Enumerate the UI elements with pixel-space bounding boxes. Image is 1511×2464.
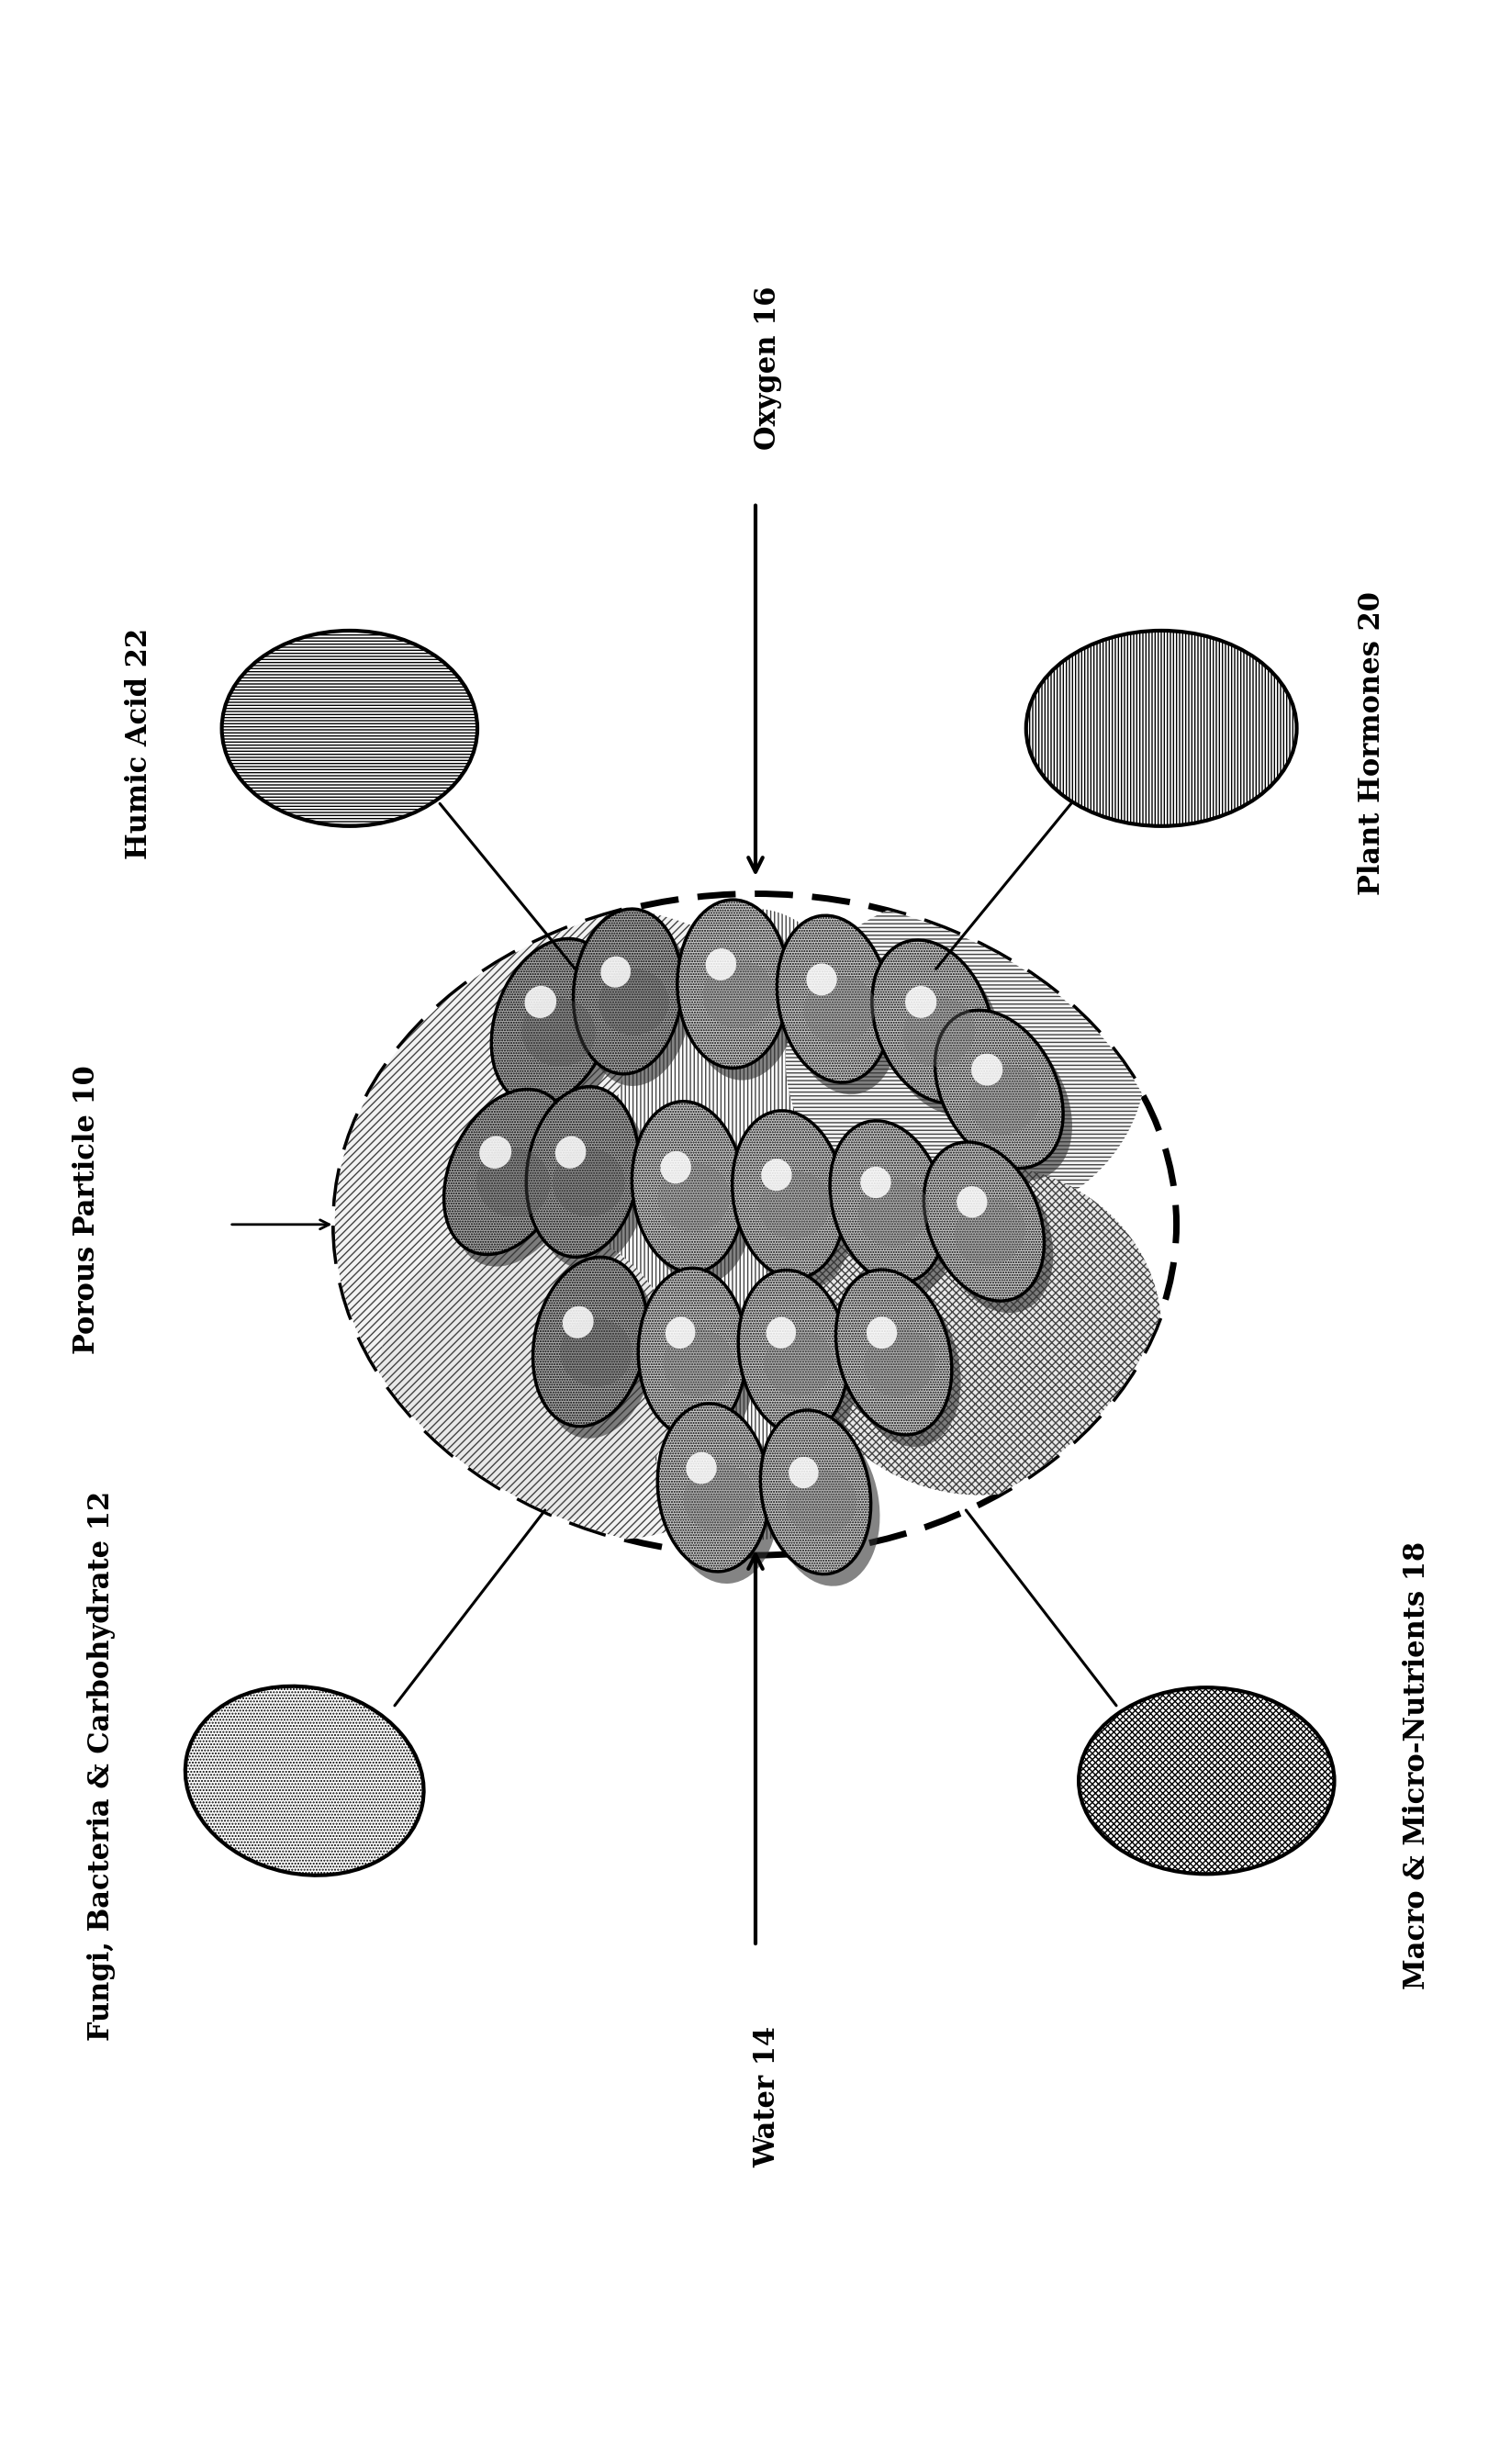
Ellipse shape bbox=[839, 1133, 955, 1296]
Ellipse shape bbox=[769, 1422, 879, 1587]
Ellipse shape bbox=[733, 1111, 845, 1279]
Ellipse shape bbox=[526, 1087, 639, 1257]
Ellipse shape bbox=[807, 963, 837, 995]
Ellipse shape bbox=[533, 1257, 647, 1427]
Ellipse shape bbox=[881, 951, 1003, 1116]
Ellipse shape bbox=[606, 909, 905, 1540]
Text: Oxygen 16: Oxygen 16 bbox=[754, 286, 781, 448]
Ellipse shape bbox=[582, 922, 691, 1087]
Text: Fungi, Bacteria & Carbohydrate 12: Fungi, Bacteria & Carbohydrate 12 bbox=[88, 1491, 116, 2040]
Ellipse shape bbox=[804, 976, 875, 1042]
Ellipse shape bbox=[944, 1023, 1073, 1180]
Ellipse shape bbox=[935, 1010, 1064, 1168]
Ellipse shape bbox=[334, 909, 876, 1540]
Text: Macro & Micro-Nutrients 18: Macro & Micro-Nutrients 18 bbox=[1402, 1542, 1431, 1991]
Ellipse shape bbox=[932, 1153, 1053, 1313]
Ellipse shape bbox=[453, 1101, 580, 1266]
Ellipse shape bbox=[663, 1328, 733, 1397]
Ellipse shape bbox=[905, 986, 937, 1018]
Ellipse shape bbox=[836, 1269, 952, 1434]
Ellipse shape bbox=[1026, 631, 1296, 825]
Ellipse shape bbox=[601, 956, 630, 988]
Ellipse shape bbox=[786, 894, 1147, 1225]
Ellipse shape bbox=[845, 1281, 961, 1446]
Ellipse shape bbox=[686, 912, 798, 1079]
Text: Porous Particle 10: Porous Particle 10 bbox=[73, 1064, 101, 1353]
Ellipse shape bbox=[706, 949, 736, 981]
Ellipse shape bbox=[955, 1198, 1026, 1266]
Ellipse shape bbox=[521, 998, 595, 1067]
Ellipse shape bbox=[476, 1148, 550, 1217]
Ellipse shape bbox=[444, 1089, 571, 1254]
Ellipse shape bbox=[186, 1685, 423, 1875]
Ellipse shape bbox=[759, 1170, 831, 1239]
Ellipse shape bbox=[801, 1165, 1162, 1496]
Ellipse shape bbox=[786, 926, 899, 1094]
Ellipse shape bbox=[677, 899, 789, 1067]
Ellipse shape bbox=[1079, 1688, 1334, 1875]
Ellipse shape bbox=[561, 1318, 632, 1387]
Ellipse shape bbox=[379, 1225, 680, 1525]
Ellipse shape bbox=[632, 1101, 743, 1271]
Ellipse shape bbox=[647, 1281, 756, 1449]
Ellipse shape bbox=[542, 1269, 656, 1439]
Ellipse shape bbox=[660, 1151, 691, 1183]
Text: Plant Hormones 20: Plant Hormones 20 bbox=[1358, 591, 1386, 894]
Ellipse shape bbox=[657, 1404, 769, 1572]
Ellipse shape bbox=[762, 1158, 792, 1190]
Ellipse shape bbox=[491, 939, 613, 1104]
Ellipse shape bbox=[872, 941, 994, 1104]
Ellipse shape bbox=[686, 1451, 716, 1483]
Ellipse shape bbox=[787, 1469, 857, 1535]
Ellipse shape bbox=[860, 1165, 891, 1198]
Ellipse shape bbox=[760, 1409, 870, 1574]
Ellipse shape bbox=[665, 1316, 695, 1348]
Ellipse shape bbox=[830, 1121, 946, 1284]
Ellipse shape bbox=[902, 998, 975, 1067]
Ellipse shape bbox=[969, 1064, 1041, 1136]
Ellipse shape bbox=[972, 1055, 1003, 1087]
Ellipse shape bbox=[923, 1141, 1044, 1301]
Ellipse shape bbox=[598, 968, 669, 1035]
Ellipse shape bbox=[535, 1099, 648, 1269]
Ellipse shape bbox=[222, 631, 477, 825]
Ellipse shape bbox=[573, 909, 681, 1074]
Ellipse shape bbox=[765, 1331, 834, 1397]
Ellipse shape bbox=[864, 1328, 935, 1397]
Ellipse shape bbox=[657, 1163, 730, 1232]
Ellipse shape bbox=[666, 1417, 778, 1584]
Ellipse shape bbox=[500, 951, 623, 1116]
Ellipse shape bbox=[742, 1124, 854, 1291]
Ellipse shape bbox=[739, 1269, 848, 1434]
Ellipse shape bbox=[562, 1306, 594, 1338]
Ellipse shape bbox=[524, 986, 556, 1018]
Ellipse shape bbox=[866, 1316, 898, 1348]
Ellipse shape bbox=[766, 1318, 796, 1348]
Ellipse shape bbox=[555, 1136, 586, 1168]
Text: Water 14: Water 14 bbox=[754, 2025, 781, 2168]
Ellipse shape bbox=[858, 1178, 929, 1247]
Ellipse shape bbox=[553, 1148, 624, 1217]
Ellipse shape bbox=[777, 917, 890, 1082]
Text: Humic Acid 22: Humic Acid 22 bbox=[125, 628, 153, 860]
Ellipse shape bbox=[748, 1281, 857, 1446]
Ellipse shape bbox=[641, 1114, 752, 1284]
Ellipse shape bbox=[956, 1185, 987, 1217]
Ellipse shape bbox=[703, 961, 775, 1027]
Ellipse shape bbox=[479, 1136, 512, 1168]
Ellipse shape bbox=[638, 1269, 746, 1437]
Ellipse shape bbox=[789, 1456, 819, 1488]
Ellipse shape bbox=[334, 894, 1177, 1555]
Ellipse shape bbox=[683, 1464, 756, 1533]
